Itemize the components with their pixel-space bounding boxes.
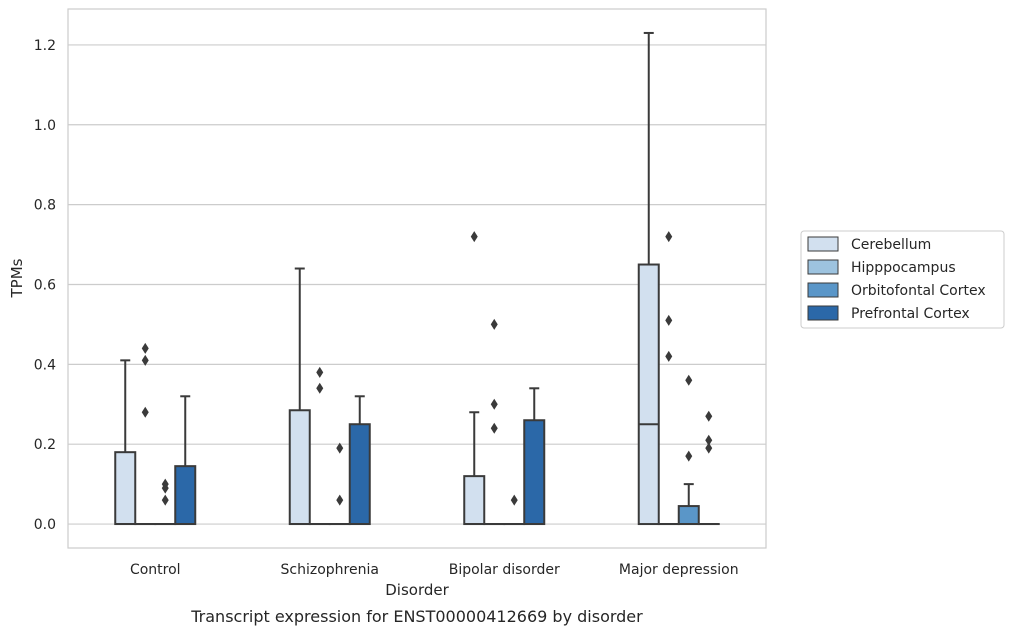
box-cerebellum — [288, 267, 311, 526]
y-tick-label: 0.6 — [34, 277, 56, 293]
x-tick-label: Bipolar disorder — [449, 562, 560, 578]
y-tick-labels: 0.0 0.2 0.4 0.6 0.8 1.0 1.2 — [34, 38, 56, 533]
y-tick-label: 1.2 — [34, 38, 56, 54]
y-axis-title: TPMs — [8, 258, 26, 298]
box-hipppocampus — [134, 342, 157, 526]
box-cerebellum — [463, 231, 486, 526]
box-body — [174, 465, 197, 526]
box-prefrontal-cortex — [174, 395, 197, 526]
y-tick-label: 0.2 — [34, 437, 56, 453]
legend: Cerebellum Hipppocampus Orbitofontal Corte… — [800, 230, 1005, 329]
outlier-point — [665, 231, 673, 243]
box-body — [114, 451, 137, 526]
outlier-point — [161, 478, 169, 490]
box-cerebellum — [114, 359, 137, 526]
box-body — [463, 475, 486, 526]
outlier-point — [141, 406, 149, 418]
box-orbitofontal-cortex — [328, 442, 351, 526]
x-tick-label: Major depression — [619, 562, 739, 578]
legend-frame — [800, 230, 1005, 329]
outlier-point — [685, 374, 693, 386]
box-hipppocampus — [308, 366, 331, 526]
y-tick-label: 0.8 — [34, 198, 56, 214]
outlier-point — [490, 422, 498, 434]
legend-label: Hipppocampus — [851, 260, 956, 276]
y-tick-label: 0.0 — [34, 517, 56, 533]
chart-caption: Transcript expression for ENST0000041266… — [190, 607, 643, 626]
box-groups — [114, 31, 720, 526]
outlier-point — [685, 450, 693, 462]
x-tick-label: Schizophrenia — [281, 562, 379, 578]
box-body — [288, 409, 311, 526]
outlier-point — [490, 398, 498, 410]
legend-swatch — [807, 259, 839, 275]
legend-swatch — [807, 236, 839, 252]
box-prefrontal-cortex — [523, 387, 546, 526]
box-body — [523, 419, 546, 526]
box-orbitofontal-cortex — [503, 494, 526, 526]
box-cerebellum — [637, 31, 660, 526]
legend-swatch — [807, 282, 839, 298]
outlier-point — [470, 231, 478, 243]
plot-background — [68, 9, 766, 548]
outlier-point — [336, 442, 344, 454]
outlier-point — [490, 318, 498, 330]
box-prefrontal-cortex — [697, 410, 720, 526]
outlier-point — [316, 366, 324, 378]
legend-label: Prefrontal Cortex — [851, 306, 970, 322]
box-orbitofontal-cortex — [677, 374, 700, 526]
y-tick-label: 1.0 — [34, 118, 56, 134]
outlier-point — [705, 410, 713, 422]
box-body — [348, 423, 371, 526]
outlier-point — [336, 494, 344, 506]
outlier-point — [141, 342, 149, 354]
x-axis-title: Disorder — [385, 581, 449, 599]
legend-label: Cerebellum — [851, 237, 931, 253]
outlier-point — [510, 494, 518, 506]
legend-swatch — [807, 305, 839, 321]
x-tick-labels: Control Schizophrenia Bipolar disorder Majo… — [130, 562, 739, 578]
outlier-point — [665, 314, 673, 326]
outlier-point — [316, 382, 324, 394]
outlier-point — [141, 354, 149, 366]
outlier-point — [161, 494, 169, 506]
outlier-point — [705, 434, 713, 446]
box-body — [677, 505, 700, 526]
x-tick-label: Control — [130, 562, 181, 578]
outlier-point — [665, 350, 673, 362]
legend-label: Orbitofontal Cortex — [851, 283, 986, 299]
plot-frame — [67, 8, 767, 549]
box-prefrontal-cortex — [348, 395, 371, 526]
y-tick-label: 0.4 — [34, 357, 56, 373]
box-body — [637, 263, 660, 526]
outlier-point — [705, 442, 713, 454]
